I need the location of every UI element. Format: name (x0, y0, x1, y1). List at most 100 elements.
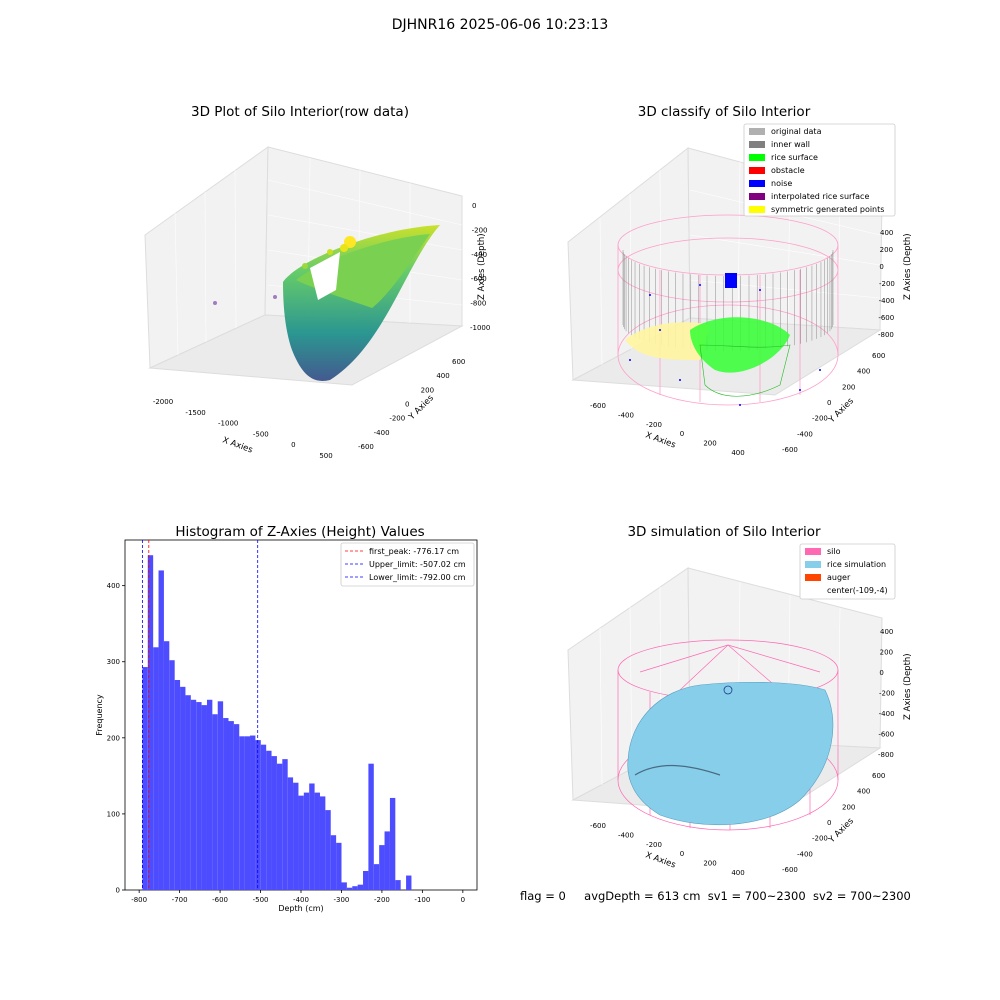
histogram-bar (293, 782, 299, 890)
legend-simulation-swatch (805, 574, 821, 581)
histogram-bar (395, 880, 401, 890)
y-tick-label: 200 (421, 386, 434, 394)
y-tick-label: 400 (107, 582, 120, 590)
histogram-x-label: Depth (cm) (278, 904, 323, 913)
histogram-x-ticks: -800 -700 -600 -500 -400 -300 -200 -100 0 (131, 890, 465, 904)
histogram-bar (206, 699, 213, 890)
x-tick-label: -800 (131, 896, 147, 904)
x-axis-label-raw: X Axies (221, 435, 254, 455)
histogram-bar (319, 796, 326, 890)
histogram-bar (174, 680, 181, 890)
rice-surface-mesh (699, 344, 791, 397)
histogram-bar (196, 702, 202, 890)
y-tick-label: 100 (107, 810, 120, 818)
z-ticks-raw: 0 -200 -400 -600 -800 -1000 (470, 202, 490, 332)
histogram-bar (389, 797, 396, 890)
histogram-bar (352, 886, 358, 890)
x-tick-label: -600 (212, 896, 228, 904)
histogram-bar (217, 701, 224, 890)
panel-histogram: -800 -700 -600 -500 -400 -300 -200 -100 0 0 100 20… (95, 539, 478, 913)
histogram-bar (373, 864, 380, 890)
legend-histogram: first_peak: -776.17 cm Upper_limit: -507.… (340, 542, 475, 587)
y-tick-label: 200 (842, 803, 855, 811)
histogram-bar (303, 792, 310, 890)
histogram-bar (309, 783, 315, 890)
histogram-bar (368, 763, 374, 890)
y-tick-label: 600 (452, 358, 465, 366)
legend-simulation: silo rice simulation auger center(-109,-4) (799, 543, 896, 600)
histogram-y-ticks: 0 100 200 300 400 (107, 582, 125, 895)
z-ticks-simulation: 400 200 0 -200 -400 -600 -800 (878, 628, 895, 759)
figure-title: DJHNR16 2025-06-06 10:23:13 (391, 17, 609, 33)
y-tick-label: 0 (827, 819, 831, 827)
legend-histogram-label: Upper_limit: -507.02 cm (369, 560, 466, 569)
y-tick-label: 200 (842, 383, 855, 391)
x-tick-label: -200 (374, 896, 390, 904)
symmetric-generated-points (625, 322, 710, 360)
z-axis-label-simulation: Z Axies (Depth) (903, 653, 913, 720)
plot-title-histogram: Histogram of Z-Axies (Height) Values (175, 524, 425, 540)
histogram-bar (153, 647, 159, 890)
y-tick-label: -400 (374, 429, 390, 437)
panel-raw-data-3d (144, 146, 464, 386)
x-tick-label: 0 (291, 441, 295, 449)
histogram-bar (357, 884, 364, 890)
auger-marker (723, 685, 733, 695)
histogram-y-label: Frequency (95, 694, 104, 736)
y-tick-label: -600 (358, 443, 374, 451)
histogram-bar (341, 882, 347, 890)
histogram-bar (244, 736, 251, 890)
y-tick-label: -200 (812, 835, 828, 843)
y-tick-label: -600 (782, 446, 798, 454)
z-tick-label: -800 (878, 331, 894, 339)
y-tick-label: 0 (827, 399, 831, 407)
x-tick-label: 0 (680, 850, 684, 858)
histogram-bar (384, 831, 390, 890)
x-tick-label: -500 (253, 430, 269, 438)
histogram-bar (406, 875, 412, 890)
y-tick-label: 600 (872, 352, 885, 360)
histogram-bar (287, 777, 294, 890)
legend-classify-swatch (749, 180, 765, 187)
y-tick-label: 200 (107, 734, 120, 742)
x-tick-label: -1000 (218, 420, 238, 428)
legend-simulation-label: silo (827, 547, 841, 556)
plot-title-simulation: 3D simulation of Silo Interior (627, 524, 821, 540)
z-ticks-classify: 400 200 0 -200 -400 -600 -800 (878, 229, 895, 339)
legend-classify-swatch (749, 154, 765, 161)
histogram-bar (250, 735, 256, 890)
legend-classify-swatch (749, 141, 765, 148)
rice-simulation-surface (627, 681, 834, 826)
y-tick-label: 300 (107, 658, 120, 666)
histogram-bar (379, 845, 385, 890)
histogram-bar (266, 750, 272, 890)
histogram-bar (239, 736, 245, 890)
x-tick-label: -100 (414, 896, 430, 904)
x-tick-label: -400 (293, 896, 309, 904)
histogram-bar (142, 667, 148, 890)
histogram-bar (271, 756, 277, 890)
z-tick-label: -600 (878, 314, 894, 322)
z-tick-label: 0 (879, 669, 883, 677)
histogram-bar (298, 795, 304, 890)
x-tick-label: -400 (618, 411, 634, 419)
legend-classify-label: original data (771, 127, 822, 136)
histogram-bar (363, 870, 369, 890)
y-tick-label: -400 (797, 430, 813, 438)
status-line: flag = 0 avgDepth = 613 cm sv1 = 700~230… (520, 889, 911, 903)
histogram-bar (330, 835, 337, 890)
histogram-bar (276, 763, 283, 890)
histogram-bar (260, 744, 267, 890)
legend-simulation-label: rice simulation (827, 560, 886, 569)
histogram-bar (282, 759, 288, 890)
legend-classify-swatch (749, 193, 765, 200)
z-tick-label: -800 (878, 751, 894, 759)
z-tick-label: 200 (880, 246, 893, 254)
x-tick-label: 0 (461, 896, 465, 904)
x-tick-label: -200 (646, 421, 662, 429)
histogram-bar (336, 842, 342, 890)
z-tick-label: -400 (879, 297, 895, 305)
z-tick-label: -200 (879, 280, 895, 288)
y-tick-label: 0 (405, 401, 409, 409)
